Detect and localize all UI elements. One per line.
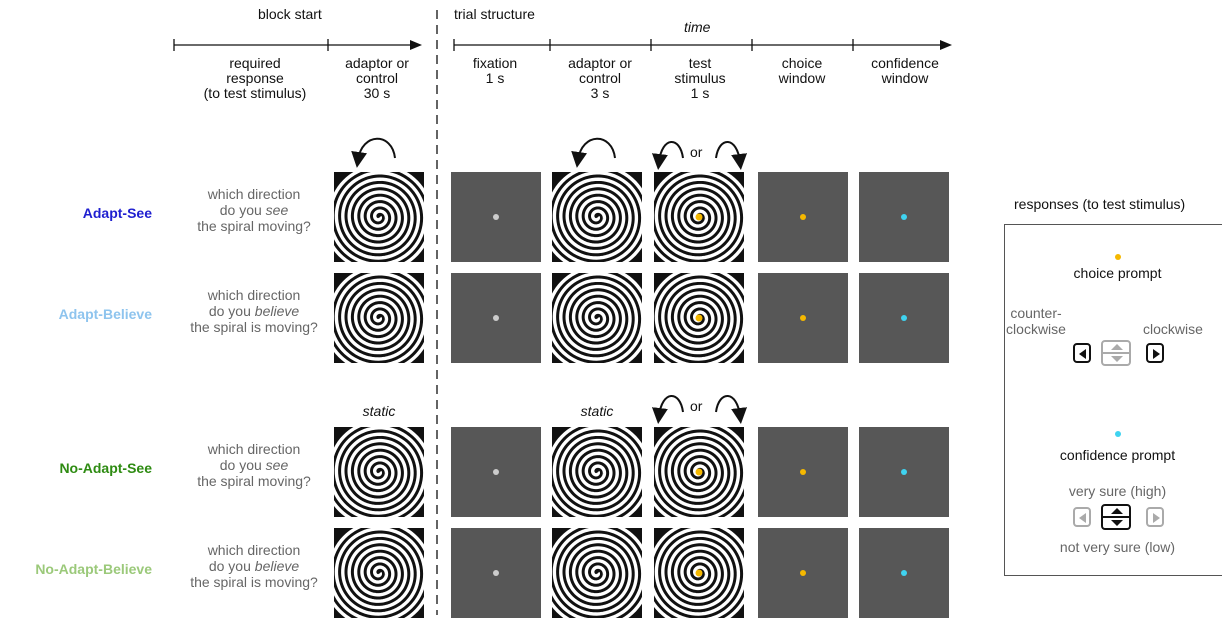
up-down-key-inactive (1101, 340, 1131, 366)
test-stimulus-spiral (654, 427, 744, 517)
block-adaptor-spiral (334, 172, 424, 262)
or-label-top: or (690, 144, 703, 160)
fixation-panel (451, 427, 541, 517)
condition-label: No-Adapt-See (59, 460, 152, 476)
test-stimulus-fixation-dot (695, 314, 703, 322)
trial-arrow-head (940, 40, 952, 50)
condition-label: Adapt-See (82, 205, 152, 221)
ccw-arrow-test-bottom (651, 395, 684, 424)
right-arrow-key-inactive (1146, 507, 1164, 527)
confidence-window-label: confidence window (871, 55, 939, 86)
trial-adaptor-spiral (552, 528, 642, 618)
question-text: which direction do you believe the spiral … (190, 287, 318, 335)
required-response-label: required response (to test stimulus) (203, 55, 307, 101)
confidence-window-panel (859, 172, 949, 262)
responses-box: choice prompt counter-clockwise clockwis… (1004, 224, 1222, 576)
choice-window-panel (758, 427, 848, 517)
fixation-panel-dot (493, 214, 499, 220)
not-very-sure-label: not very sure (low) (1059, 539, 1176, 555)
test-stimulus-label: test stimulus 1 s (674, 55, 726, 101)
counter-clockwise-label: counter-clockwise (1006, 305, 1066, 337)
choice-window-panel (758, 528, 848, 618)
left-arrow-key (1073, 343, 1091, 363)
clockwise-label: clockwise (1143, 321, 1203, 337)
choice-window-panel-dot (800, 570, 806, 576)
condition-label: Adapt-Believe (58, 306, 152, 322)
block-adaptor-spiral (334, 528, 424, 618)
time-label: time (684, 19, 711, 35)
choice-dot (1115, 254, 1121, 260)
confidence-window-panel-dot (901, 570, 907, 576)
test-stimulus-fixation-dot (695, 468, 703, 476)
confidence-window-panel (859, 273, 949, 363)
choice-window-panel (758, 273, 848, 363)
left-arrow-key-inactive (1073, 507, 1091, 527)
trial-adaptor-spiral (552, 172, 642, 262)
ccw-arrow-block (351, 137, 396, 168)
ccw-arrow-trial (571, 137, 616, 168)
test-stimulus-spiral (654, 273, 744, 363)
choice-window-label: choice window (778, 55, 826, 86)
fixation-label: fixation 1 s (472, 55, 518, 86)
block-adaptor-spiral (334, 273, 424, 363)
confidence-window-panel-dot (901, 469, 907, 475)
block-adaptor-spiral (334, 427, 424, 517)
right-arrow-key (1146, 343, 1164, 363)
block-start-header: block start (258, 6, 322, 22)
fixation-panel (451, 528, 541, 618)
confidence-window-panel (859, 528, 949, 618)
static-label-block: static (362, 403, 396, 419)
confidence-window-panel-dot (901, 214, 907, 220)
cw-arrow-test-bottom (715, 395, 748, 424)
choice-window-panel-dot (800, 469, 806, 475)
adaptor-control-label: adaptor or control 30 s (345, 55, 409, 101)
trial-adaptor-spiral (552, 273, 642, 363)
adaptor-3s-label: adaptor or control 3 s (568, 55, 632, 101)
question-text: which direction do you see the spiral movi… (197, 441, 311, 489)
block-arrow-head (410, 40, 422, 50)
test-stimulus-spiral (654, 528, 744, 618)
question-text: which direction do you see the spiral movi… (197, 186, 311, 234)
fixation-panel (451, 273, 541, 363)
question-text: which direction do you believe the spiral … (190, 542, 318, 590)
choice-window-panel-dot (800, 214, 806, 220)
cw-arrow-test-top (715, 141, 748, 170)
ccw-arrow-test-top (651, 141, 684, 170)
condition-label: No-Adapt-Believe (35, 561, 152, 577)
fixation-panel-dot (493, 469, 499, 475)
confidence-window-panel (859, 427, 949, 517)
confidence-prompt-label: confidence prompt (1059, 447, 1176, 463)
responses-title: responses (to test stimulus) (1014, 196, 1186, 212)
up-down-key (1101, 504, 1131, 530)
choice-window-panel (758, 172, 848, 262)
fixation-panel (451, 172, 541, 262)
very-sure-label: very sure (high) (1068, 483, 1167, 499)
trial-adaptor-spiral (552, 427, 642, 517)
test-stimulus-spiral (654, 172, 744, 262)
fixation-panel-dot (493, 315, 499, 321)
confidence-window-panel-dot (901, 315, 907, 321)
fixation-panel-dot (493, 570, 499, 576)
static-label-trial: static (580, 403, 614, 419)
choice-prompt-label: choice prompt (1073, 265, 1162, 281)
trial-structure-header: trial structure (454, 6, 535, 22)
choice-window-panel-dot (800, 315, 806, 321)
or-label-bottom: or (690, 398, 703, 414)
test-stimulus-fixation-dot (695, 569, 703, 577)
test-stimulus-fixation-dot (695, 213, 703, 221)
confidence-dot (1115, 431, 1121, 437)
